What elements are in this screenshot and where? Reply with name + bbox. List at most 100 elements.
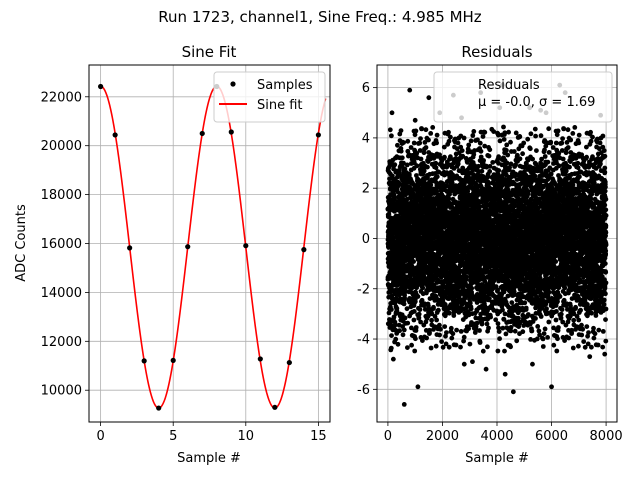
residual-point (395, 341, 401, 347)
residual-point (478, 148, 484, 154)
residual-point (449, 335, 455, 341)
residual-point (438, 326, 443, 332)
residual-point (401, 140, 406, 146)
residual-point (422, 307, 428, 312)
residual-point (453, 342, 459, 348)
residual-point (484, 321, 490, 327)
residual-point (512, 328, 518, 334)
residual-point (517, 134, 523, 140)
residual-point (413, 336, 418, 342)
figure-suptitle: Run 1723, channel1, Sine Freq.: 4.985 MH… (158, 8, 482, 26)
residual-point (479, 321, 485, 327)
residual-point (412, 132, 418, 138)
sine-fit-ytick-label: 20000 (41, 139, 82, 154)
residual-point (497, 138, 503, 144)
residuals-points-group (385, 82, 609, 407)
residual-point (416, 311, 422, 317)
residual-point (423, 145, 429, 150)
residual-point (504, 148, 509, 153)
residuals-xlabel: Sample # (465, 451, 529, 466)
residual-point (485, 344, 490, 350)
residual-point (405, 320, 411, 326)
residual-point (459, 148, 465, 154)
residual-point (464, 274, 469, 280)
residual-point (468, 306, 474, 312)
sine-fit-ytick-label: 10000 (41, 384, 82, 399)
residual-point (409, 342, 414, 348)
residual-point (458, 329, 464, 334)
residual-point (448, 134, 453, 140)
residual-point (421, 150, 427, 156)
residual-point (469, 285, 475, 291)
residual-point (388, 345, 394, 351)
residual-point (405, 345, 410, 350)
residual-point (437, 332, 442, 338)
residual-point (477, 328, 482, 333)
sine-fit-xtick-label: 10 (238, 429, 255, 444)
residual-point (393, 336, 399, 342)
residual-point (479, 168, 485, 174)
residual-point (442, 324, 448, 329)
residual-point (495, 348, 501, 354)
residual-point (434, 317, 439, 323)
residuals-chart: Residuals Sample # 0 2000 4000 6000 8000-6-4… (357, 43, 623, 466)
residual-point (418, 136, 423, 142)
residual-point (401, 327, 407, 333)
residual-point (496, 329, 502, 334)
residual-point (413, 128, 419, 134)
residual-point (422, 301, 427, 307)
residual-point (418, 156, 424, 162)
residual-point (409, 325, 414, 331)
sine-fit-ytick-label: 18000 (41, 188, 82, 203)
residual-point (511, 149, 517, 154)
residual-point (428, 182, 434, 188)
residual-point (503, 331, 509, 337)
residual-point (431, 304, 436, 310)
residual-point (399, 155, 405, 161)
residual-point (427, 327, 432, 333)
sample-point (286, 359, 292, 366)
residual-point (466, 142, 472, 148)
residual-point (428, 131, 434, 136)
sine-fit-ytick-label: 22000 (41, 90, 82, 105)
legend-sine-fit-label: Sine fit (257, 98, 303, 113)
sine-fit-title: Sine Fit (182, 43, 237, 61)
sine-fit-xtick-label: 5 (169, 429, 177, 444)
residual-point (442, 154, 447, 160)
residual-point (458, 344, 463, 350)
sine-fit-frame (88, 64, 331, 423)
residual-point (444, 330, 449, 335)
residual-point (416, 315, 422, 321)
residual-point (411, 259, 416, 264)
sample-point (228, 129, 234, 135)
residual-point (398, 128, 404, 134)
residual-point (455, 140, 461, 146)
residual-point (425, 175, 430, 181)
residual-point (434, 140, 439, 146)
residual-point (395, 142, 400, 148)
residual-point (394, 308, 400, 314)
residual-point (386, 310, 392, 316)
residual-point (392, 162, 398, 168)
residual-point (477, 140, 483, 146)
residual-point (421, 168, 427, 174)
sample-point (257, 356, 263, 362)
residual-point (505, 152, 511, 158)
sine-fit-chart: Sine Fit Sample # ADC Counts 0 5 10 1510000… (14, 43, 331, 466)
residual-point (402, 315, 408, 321)
residual-point (446, 138, 452, 144)
residual-point (430, 125, 436, 130)
sine-fit-curve (100, 85, 327, 409)
sine-fit-ticks: 0 5 10 151000012000140001600018000200002200… (41, 90, 327, 444)
residual-point (389, 307, 394, 312)
residual-point (411, 309, 417, 314)
residual-point (389, 133, 394, 139)
sine-fit-ylabel: ADC Counts (14, 204, 29, 282)
residual-point (418, 319, 423, 325)
residual-point (424, 335, 429, 341)
residual-point (420, 338, 425, 343)
residual-point (422, 140, 428, 145)
residual-point (436, 307, 441, 313)
residual-point (502, 348, 507, 354)
